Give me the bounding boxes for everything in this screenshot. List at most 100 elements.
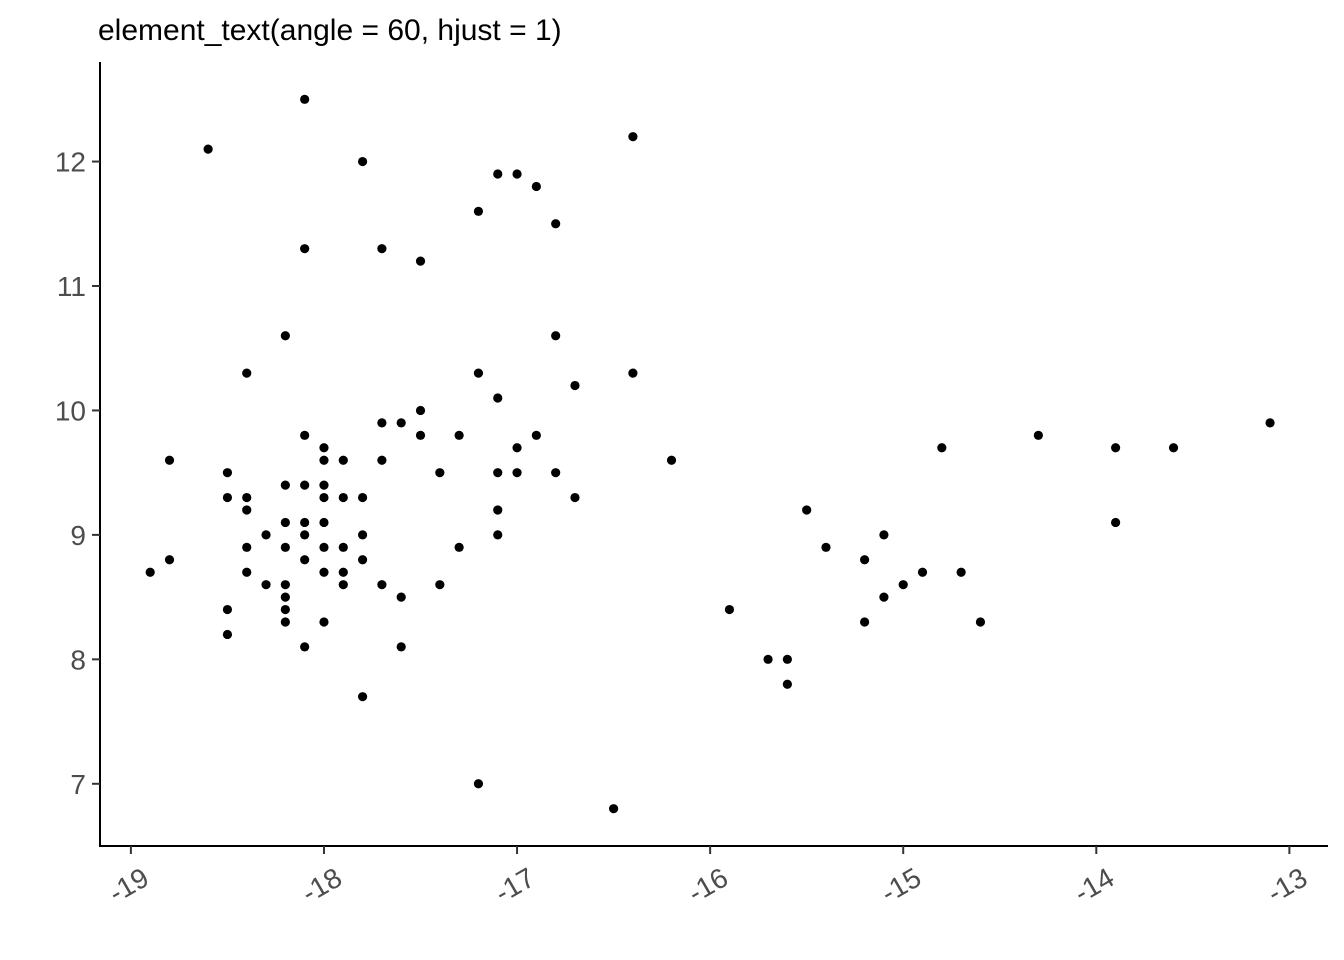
data-point — [473, 368, 484, 378]
data-point — [145, 567, 155, 577]
y-tick-label: 7 — [70, 769, 86, 800]
data-point — [531, 181, 541, 192]
data-point — [898, 580, 908, 590]
data-point — [377, 455, 387, 465]
data-point — [724, 604, 735, 615]
data-point — [879, 530, 889, 540]
data-point — [338, 492, 348, 503]
data-point — [377, 418, 387, 428]
x-axis: -19 -18 -17 -16 -15 -14 -13 — [103, 846, 1312, 909]
data-point — [763, 654, 773, 664]
x-tick-label: -18 — [296, 862, 347, 909]
data-point — [280, 592, 290, 602]
data-point — [473, 206, 484, 216]
data-point — [280, 604, 290, 615]
data-point — [300, 530, 310, 540]
data-point — [782, 679, 792, 689]
data-point — [203, 144, 213, 154]
data-point — [802, 505, 812, 515]
data-point — [242, 492, 252, 503]
data-point — [300, 244, 310, 254]
data-point — [242, 368, 252, 378]
data-point — [261, 530, 271, 540]
data-point — [357, 156, 368, 167]
data-point — [357, 555, 368, 565]
data-point — [338, 542, 348, 552]
data-point — [551, 468, 561, 478]
data-point — [493, 393, 503, 403]
data-point — [608, 804, 619, 814]
data-point — [338, 580, 348, 590]
data-point — [454, 542, 464, 552]
data-point — [435, 580, 445, 590]
data-point — [396, 418, 406, 428]
data-point — [956, 567, 966, 577]
x-tick-label: -16 — [683, 862, 734, 909]
data-point — [319, 517, 329, 528]
data-point — [415, 430, 426, 440]
data-point — [319, 455, 329, 465]
data-point — [222, 468, 233, 478]
data-point — [396, 642, 406, 652]
data-point — [164, 455, 175, 465]
data-point — [280, 542, 290, 552]
x-tick-label: -17 — [490, 862, 541, 909]
x-tick-label: -14 — [1069, 862, 1120, 909]
data-point — [319, 567, 329, 577]
y-tick-label: 9 — [70, 520, 86, 551]
y-tick-label: 11 — [57, 271, 86, 302]
data-point — [473, 779, 484, 789]
data-point — [280, 617, 290, 627]
data-points — [145, 94, 1275, 814]
data-point — [415, 405, 426, 416]
data-point — [512, 468, 522, 478]
data-point — [493, 468, 503, 478]
data-point — [280, 331, 290, 341]
data-point — [319, 480, 329, 490]
data-point — [300, 517, 310, 528]
data-point — [1265, 418, 1275, 428]
data-point — [860, 617, 870, 627]
data-point — [551, 331, 561, 341]
y-tick-label: 12 — [55, 147, 86, 178]
data-point — [860, 555, 870, 565]
data-point — [493, 505, 503, 515]
data-point — [917, 567, 928, 577]
data-point — [242, 542, 252, 552]
data-point — [396, 592, 406, 602]
chart-title: element_text(angle = 60, hjust = 1) — [98, 14, 562, 47]
data-point — [222, 492, 233, 503]
data-point — [300, 480, 310, 490]
data-point — [415, 256, 426, 266]
data-point — [300, 555, 310, 565]
data-point — [319, 492, 329, 503]
y-tick-label: 8 — [70, 644, 86, 675]
data-point — [435, 468, 445, 478]
data-point — [879, 592, 889, 602]
data-point — [357, 492, 368, 503]
data-point — [937, 443, 947, 453]
data-point — [782, 654, 792, 664]
data-point — [377, 580, 387, 590]
data-point — [300, 94, 310, 104]
data-point — [1168, 443, 1179, 453]
data-point — [570, 380, 580, 391]
data-point — [493, 530, 503, 540]
data-point — [628, 368, 638, 378]
data-point — [222, 629, 233, 640]
data-point — [570, 492, 580, 503]
data-point — [338, 455, 348, 465]
data-point — [1111, 443, 1121, 453]
data-point — [300, 642, 310, 652]
data-point — [222, 604, 233, 615]
y-tick-label: 10 — [55, 395, 86, 426]
x-tick-label: -13 — [1262, 862, 1313, 909]
data-point — [300, 430, 310, 440]
data-point — [512, 443, 522, 453]
y-axis: 7 8 9 10 11 12 — [55, 147, 100, 800]
data-point — [454, 430, 464, 440]
data-point — [280, 517, 290, 528]
x-tick-label: -19 — [103, 862, 154, 909]
data-point — [319, 617, 329, 627]
